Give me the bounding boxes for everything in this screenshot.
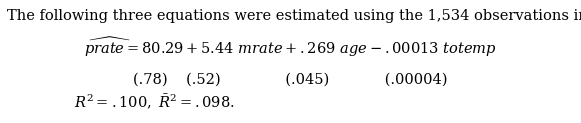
Text: (.78)    (.52)              (.045)            (.00004): (.78) (.52) (.045) (.00004) [133, 73, 448, 87]
Text: $\widehat{\mathit{prate}}$$ = 80.29 + 5.44\ \mathit{mrate} + .269\ \mathit{age} : $\widehat{\mathit{prate}}$$ = 80.29 + 5.… [84, 35, 497, 59]
Text: The following three equations were estimated using the 1,534 observations in 401: The following three equations were estim… [7, 9, 581, 23]
Text: $R^2 = .100,\ \bar{R}^2 = .098.$: $R^2 = .100,\ \bar{R}^2 = .098.$ [74, 92, 234, 111]
